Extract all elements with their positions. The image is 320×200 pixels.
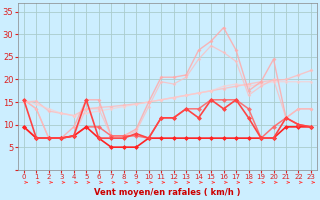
X-axis label: Vent moyen/en rafales ( km/h ): Vent moyen/en rafales ( km/h ) xyxy=(94,188,241,197)
